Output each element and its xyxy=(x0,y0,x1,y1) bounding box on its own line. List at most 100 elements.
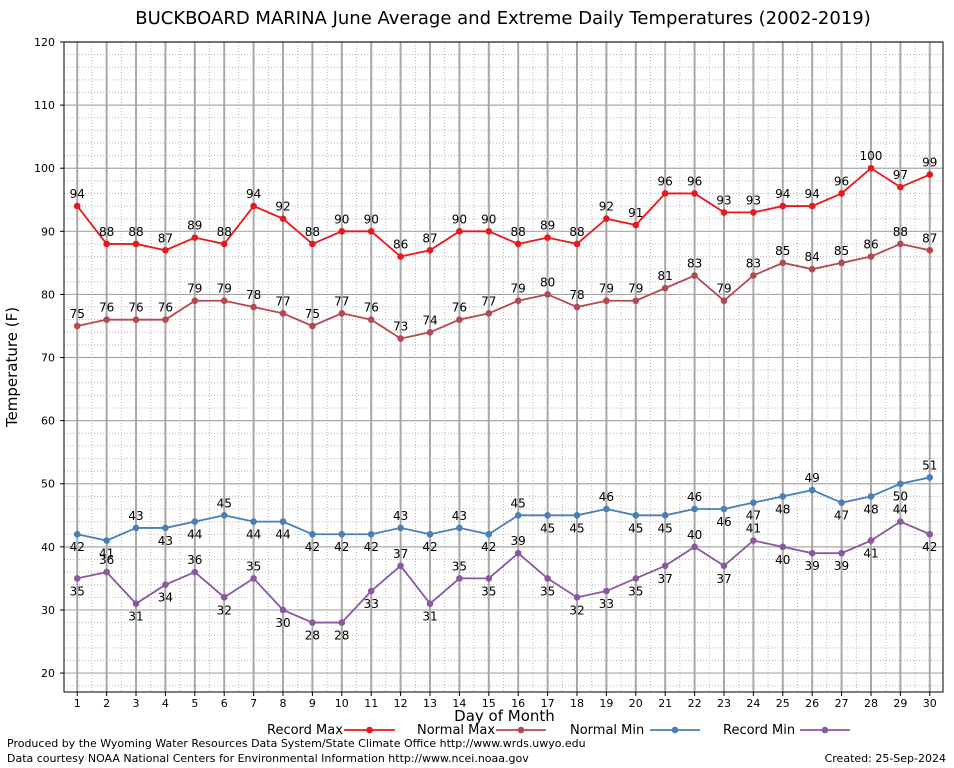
data-label: 33 xyxy=(364,597,379,611)
data-label: 86 xyxy=(393,238,408,252)
data-point xyxy=(162,246,169,254)
data-label: 78 xyxy=(246,288,261,302)
data-point xyxy=(514,297,522,305)
series-lines xyxy=(73,164,934,626)
data-label: 94 xyxy=(246,187,261,201)
data-label: 42 xyxy=(364,540,379,554)
x-tick-label: 2 xyxy=(103,697,110,710)
data-label: 46 xyxy=(687,490,702,504)
data-point xyxy=(309,240,316,248)
x-tick-label: 9 xyxy=(309,697,316,710)
data-point xyxy=(603,587,610,595)
data-label: 35 xyxy=(540,584,555,598)
series-line-record-min xyxy=(77,520,931,624)
data-label: 90 xyxy=(364,212,379,226)
data-point xyxy=(426,246,434,254)
data-label: 42 xyxy=(922,540,937,554)
y-tick-label: 20 xyxy=(41,667,55,680)
data-point xyxy=(250,202,257,210)
data-point xyxy=(867,493,875,500)
data-point xyxy=(485,310,493,317)
data-label: 88 xyxy=(128,225,143,239)
data-label: 37 xyxy=(658,572,673,586)
data-point xyxy=(132,240,140,248)
data-point xyxy=(867,253,875,260)
data-point xyxy=(191,518,199,525)
data-point xyxy=(808,202,816,210)
y-tick-label: 70 xyxy=(41,352,55,365)
data-label: 35 xyxy=(628,584,643,598)
data-point xyxy=(897,240,904,248)
data-point xyxy=(338,530,346,538)
data-point xyxy=(544,234,551,241)
data-label: 77 xyxy=(481,294,496,308)
data-point xyxy=(73,322,81,330)
data-label: 79 xyxy=(511,282,526,296)
data-point xyxy=(279,310,287,317)
data-label: 39 xyxy=(834,559,849,573)
data-label: 46 xyxy=(599,490,614,504)
data-label: 30 xyxy=(275,616,290,630)
data-point xyxy=(720,505,728,513)
y-tick-label: 40 xyxy=(41,541,55,554)
data-point xyxy=(838,499,845,506)
legend-swatch-marker xyxy=(821,726,829,734)
data-label: 76 xyxy=(364,301,379,315)
data-point xyxy=(603,215,610,222)
data-label: 94 xyxy=(70,187,85,201)
data-label: 96 xyxy=(658,174,673,188)
data-label: 31 xyxy=(422,610,437,624)
data-point xyxy=(103,240,110,248)
data-point xyxy=(103,568,110,576)
y-axis-label: Temperature (F) xyxy=(3,307,21,428)
data-point xyxy=(456,228,463,235)
data-label: 90 xyxy=(452,212,467,226)
data-point xyxy=(73,530,81,538)
x-tick-label: 11 xyxy=(364,697,378,710)
data-point xyxy=(73,575,81,582)
x-tick-label: 1 xyxy=(74,697,81,710)
x-tick-label: 16 xyxy=(511,697,525,710)
data-label: 89 xyxy=(187,219,202,233)
data-point xyxy=(779,543,787,551)
data-point xyxy=(103,537,110,544)
x-tick-label: 17 xyxy=(541,697,555,710)
data-label: 35 xyxy=(246,559,261,573)
data-point xyxy=(661,190,669,197)
x-tick-label: 19 xyxy=(599,697,613,710)
series-line-record-max xyxy=(76,167,931,258)
data-label: 89 xyxy=(540,219,555,233)
data-label: 87 xyxy=(922,231,937,245)
series-line-normal-max xyxy=(77,243,930,340)
y-tick-label: 60 xyxy=(41,415,55,428)
data-label: 44 xyxy=(187,528,202,542)
data-label: 97 xyxy=(893,168,908,182)
x-tick-label: 26 xyxy=(805,697,819,710)
data-point xyxy=(926,171,934,178)
data-label: 49 xyxy=(805,471,820,485)
data-label: 79 xyxy=(628,282,643,296)
legend-swatch-marker xyxy=(517,726,525,734)
data-label: 88 xyxy=(305,225,320,239)
data-point xyxy=(691,505,698,513)
data-point xyxy=(191,297,199,305)
x-tick-label: 18 xyxy=(570,697,584,710)
data-label: 76 xyxy=(452,301,467,315)
data-point xyxy=(456,524,463,532)
data-label: 39 xyxy=(805,559,820,573)
x-tick-label: 23 xyxy=(717,697,731,710)
data-label: 79 xyxy=(217,282,232,296)
y-tick-label: 80 xyxy=(41,288,55,301)
chart-title: BUCKBOARD MARINA June Average and Extrem… xyxy=(135,8,871,29)
y-tick-label: 30 xyxy=(41,604,55,617)
data-label: 42 xyxy=(334,540,349,554)
data-label: 40 xyxy=(775,553,790,567)
data-label: 78 xyxy=(569,288,584,302)
data-point xyxy=(750,499,757,506)
data-label: 37 xyxy=(716,572,731,586)
data-point xyxy=(279,518,287,525)
data-label: 43 xyxy=(452,509,467,523)
data-point xyxy=(309,322,316,330)
data-point xyxy=(661,284,669,292)
